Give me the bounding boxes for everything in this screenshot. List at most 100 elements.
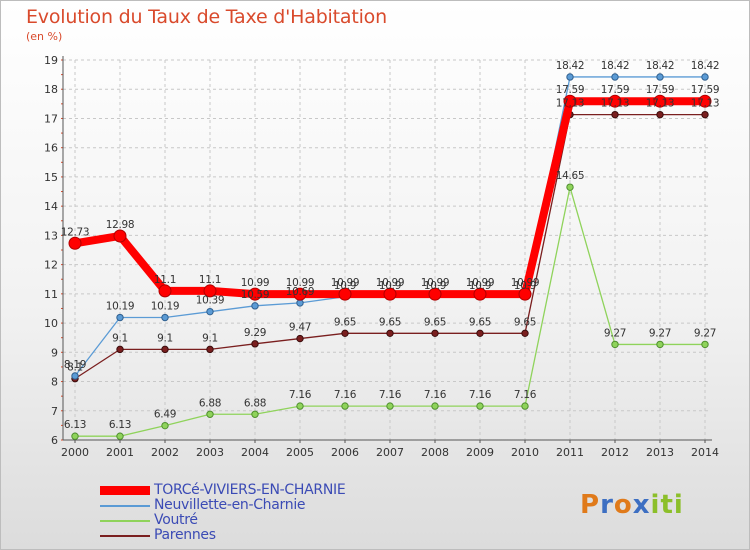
data-label: 10.39 xyxy=(196,295,225,307)
data-point xyxy=(701,340,709,349)
data-label: 18.42 xyxy=(556,60,585,72)
data-point xyxy=(428,287,442,301)
data-label: 6.88 xyxy=(199,397,221,409)
data-point xyxy=(521,402,529,410)
legend-swatch-torce xyxy=(100,486,150,495)
data-point xyxy=(161,313,169,322)
x-tick-label: 2008 xyxy=(421,446,449,459)
y-tick-label: 16 xyxy=(44,142,58,155)
data-point xyxy=(206,410,214,418)
data-point xyxy=(251,302,259,310)
x-tick-label: 2005 xyxy=(286,446,314,459)
data-point xyxy=(251,340,259,348)
data-label: 10.69 xyxy=(286,286,315,298)
legend-swatch-neuvillette xyxy=(100,505,150,507)
data-point xyxy=(608,94,622,108)
y-tick-label: 6 xyxy=(51,434,58,447)
x-tick-label: 2004 xyxy=(241,446,269,459)
data-label: 7.16 xyxy=(289,389,312,401)
data-label: 7.16 xyxy=(424,389,447,401)
data-point xyxy=(473,287,487,301)
data-label: 17.13 xyxy=(556,98,585,110)
data-point xyxy=(386,329,394,338)
data-point xyxy=(698,94,712,108)
data-label: 12.73 xyxy=(61,226,90,238)
data-label: 17.13 xyxy=(601,98,630,110)
data-label: 8.1 xyxy=(67,362,83,374)
data-point xyxy=(113,229,127,243)
x-tick-label: 2002 xyxy=(151,446,179,459)
data-label: 9.47 xyxy=(289,322,311,334)
data-label: 10.99 xyxy=(511,277,540,289)
data-point xyxy=(653,94,667,108)
legend-label-neuvillette: Neuvillette-en-Charnie xyxy=(154,497,306,513)
data-label: 18.42 xyxy=(601,60,630,72)
data-point xyxy=(248,287,262,301)
data-label: 10.99 xyxy=(466,277,495,289)
data-point xyxy=(296,402,304,410)
data-point xyxy=(383,287,397,301)
data-label: 10.99 xyxy=(421,277,450,289)
data-label: 9.65 xyxy=(469,316,491,328)
data-point xyxy=(251,410,259,418)
data-label: 9.65 xyxy=(379,316,401,328)
data-label: 17.59 xyxy=(601,84,630,96)
legend-swatch-voutre xyxy=(100,520,150,522)
y-tick-label: 11 xyxy=(44,288,58,301)
data-point xyxy=(161,421,169,430)
data-label: 11.1 xyxy=(154,274,176,286)
data-label: 12.98 xyxy=(106,219,135,231)
x-tick-label: 2010 xyxy=(511,446,539,459)
y-tick-label: 7 xyxy=(51,405,58,418)
data-point xyxy=(566,73,574,81)
data-point xyxy=(293,287,307,301)
data-label: 6.49 xyxy=(154,409,176,421)
data-point xyxy=(386,402,394,410)
data-label: 7.16 xyxy=(334,389,357,401)
data-label: 7.16 xyxy=(469,389,492,401)
legend-label-parennes: Parennes xyxy=(154,527,216,543)
data-label: 6.13 xyxy=(109,419,131,431)
data-label: 10.99 xyxy=(331,277,360,289)
y-tick-label: 14 xyxy=(44,200,58,213)
data-label: 9.65 xyxy=(334,316,356,328)
data-point xyxy=(296,334,304,343)
data-label: 6.13 xyxy=(64,419,86,431)
x-tick-label: 2003 xyxy=(196,446,224,459)
data-label: 10.19 xyxy=(106,301,135,313)
data-point xyxy=(296,299,304,307)
data-point xyxy=(68,236,82,250)
y-tick-label: 8 xyxy=(51,376,58,389)
proxiti-logo: Proxiti xyxy=(580,490,684,520)
data-label: 10.9 xyxy=(334,280,356,292)
data-point xyxy=(116,432,124,440)
x-tick-label: 2001 xyxy=(106,446,134,459)
data-point xyxy=(431,329,439,338)
data-label: 9.29 xyxy=(244,327,266,339)
data-point xyxy=(611,73,619,81)
data-point xyxy=(656,110,664,119)
data-point xyxy=(71,372,79,380)
y-tick-label: 17 xyxy=(44,112,58,125)
y-tick-label: 13 xyxy=(44,229,58,242)
data-point xyxy=(566,183,574,191)
data-label: 9.27 xyxy=(604,327,626,339)
data-point xyxy=(701,110,709,119)
legend-swatch-parennes xyxy=(100,535,150,537)
x-tick-label: 2000 xyxy=(61,446,89,459)
data-label: 14.65 xyxy=(556,170,585,182)
data-label: 10.9 xyxy=(379,280,401,292)
data-label: 10.59 xyxy=(241,289,270,301)
legend-label-voutre: Voutré xyxy=(154,512,198,528)
data-label: 17.13 xyxy=(646,98,675,110)
data-label: 10.9 xyxy=(469,280,491,292)
y-tick-label: 10 xyxy=(44,317,58,330)
data-point xyxy=(656,73,664,81)
y-tick-label: 15 xyxy=(44,171,58,184)
data-point xyxy=(701,73,709,81)
data-label: 17.59 xyxy=(691,84,720,96)
data-point xyxy=(158,284,172,298)
data-label: 9.65 xyxy=(424,316,446,328)
